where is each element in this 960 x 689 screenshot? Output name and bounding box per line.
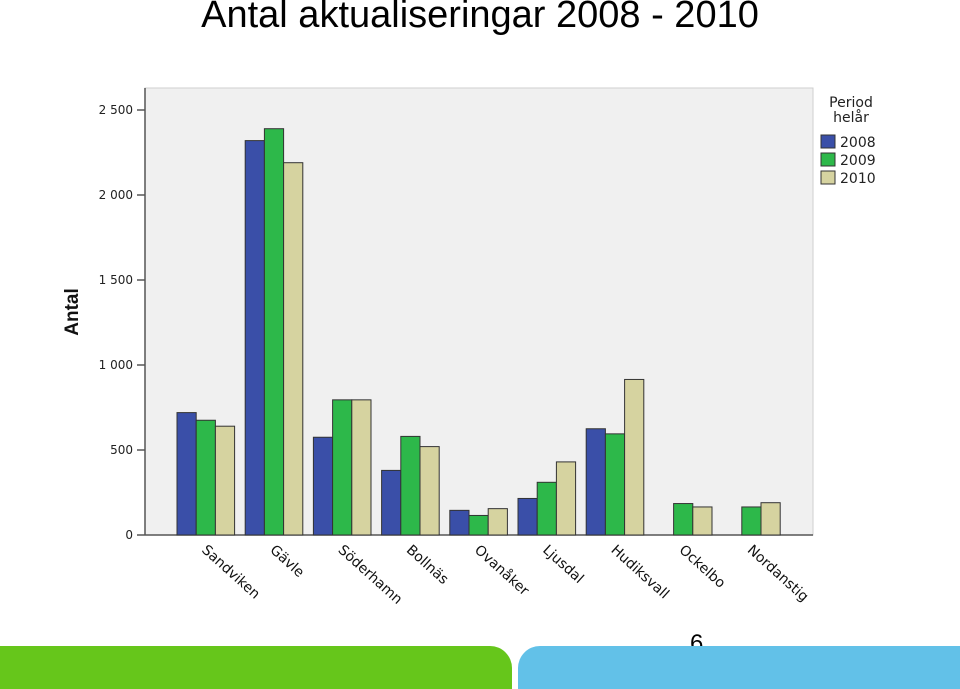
bar: [400, 435, 421, 536]
legend-swatch: [820, 134, 836, 149]
x-tick-label: Hudiksvall: [608, 542, 672, 602]
bar: [419, 446, 440, 536]
bar: [332, 399, 353, 536]
legend-title: Period: [829, 95, 873, 111]
legend-label: 2008: [840, 135, 876, 151]
bar: [283, 162, 304, 536]
bar: [487, 508, 508, 536]
bar: [468, 514, 489, 536]
bar: [673, 503, 694, 536]
bar: [312, 436, 334, 536]
legend-swatch: [820, 170, 836, 185]
bar: [214, 425, 236, 536]
x-tick-label: Ljusdal: [539, 542, 586, 587]
legend-label: 2010: [840, 171, 876, 187]
footer-blue-band: [518, 646, 960, 689]
y-tick-label: 1 000: [99, 358, 133, 372]
legend-title: helår: [833, 109, 869, 126]
footer-green-band: [0, 646, 512, 689]
bar: [760, 502, 781, 536]
x-tick-label: Nordanstig: [744, 542, 812, 605]
x-tick-label: Söderhamn: [335, 542, 405, 608]
y-tick-label: 2 000: [99, 188, 133, 202]
bar: [351, 399, 372, 536]
bar: [692, 506, 713, 536]
bar: [263, 128, 285, 536]
bar: [741, 506, 762, 536]
legend-label: 2009: [840, 153, 876, 169]
x-tick-label: Gävle: [267, 542, 308, 581]
bar: [555, 461, 577, 536]
x-tick-label: Ockelbo: [676, 542, 729, 592]
bar: [195, 419, 216, 536]
legend-swatch: [820, 152, 836, 167]
y-tick-label: 1 500: [99, 273, 133, 287]
bar: [449, 509, 470, 536]
bar: [176, 412, 197, 536]
x-tick-label: Bollnäs: [403, 542, 451, 588]
y-tick-label: 500: [110, 443, 133, 457]
page-title: Antal aktualiseringar 2008 - 2010: [201, 0, 759, 36]
bar: [585, 428, 606, 536]
bar: [517, 497, 538, 536]
bar: [244, 140, 265, 536]
x-tick-label: Ovanåker: [471, 541, 533, 599]
y-tick-label: 0: [125, 528, 133, 542]
y-tick-label: 2 500: [99, 103, 133, 117]
bar: [536, 481, 557, 536]
y-axis-label: Antal: [62, 288, 83, 336]
bar: [381, 469, 402, 536]
bar: [624, 378, 645, 536]
x-tick-label: Sandviken: [198, 542, 263, 602]
bar: [604, 433, 626, 536]
